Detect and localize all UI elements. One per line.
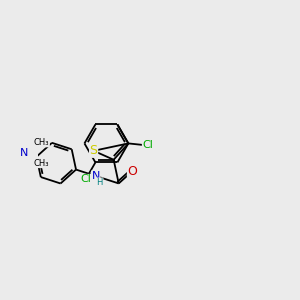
Text: CH₃: CH₃	[34, 138, 50, 147]
Text: N: N	[20, 148, 28, 158]
Text: H: H	[97, 178, 103, 187]
Text: N: N	[92, 171, 100, 181]
Text: CH₃: CH₃	[34, 159, 50, 168]
Text: O: O	[128, 165, 137, 178]
Text: Cl: Cl	[142, 140, 153, 151]
Text: S: S	[90, 144, 98, 157]
Text: Cl: Cl	[80, 174, 91, 184]
